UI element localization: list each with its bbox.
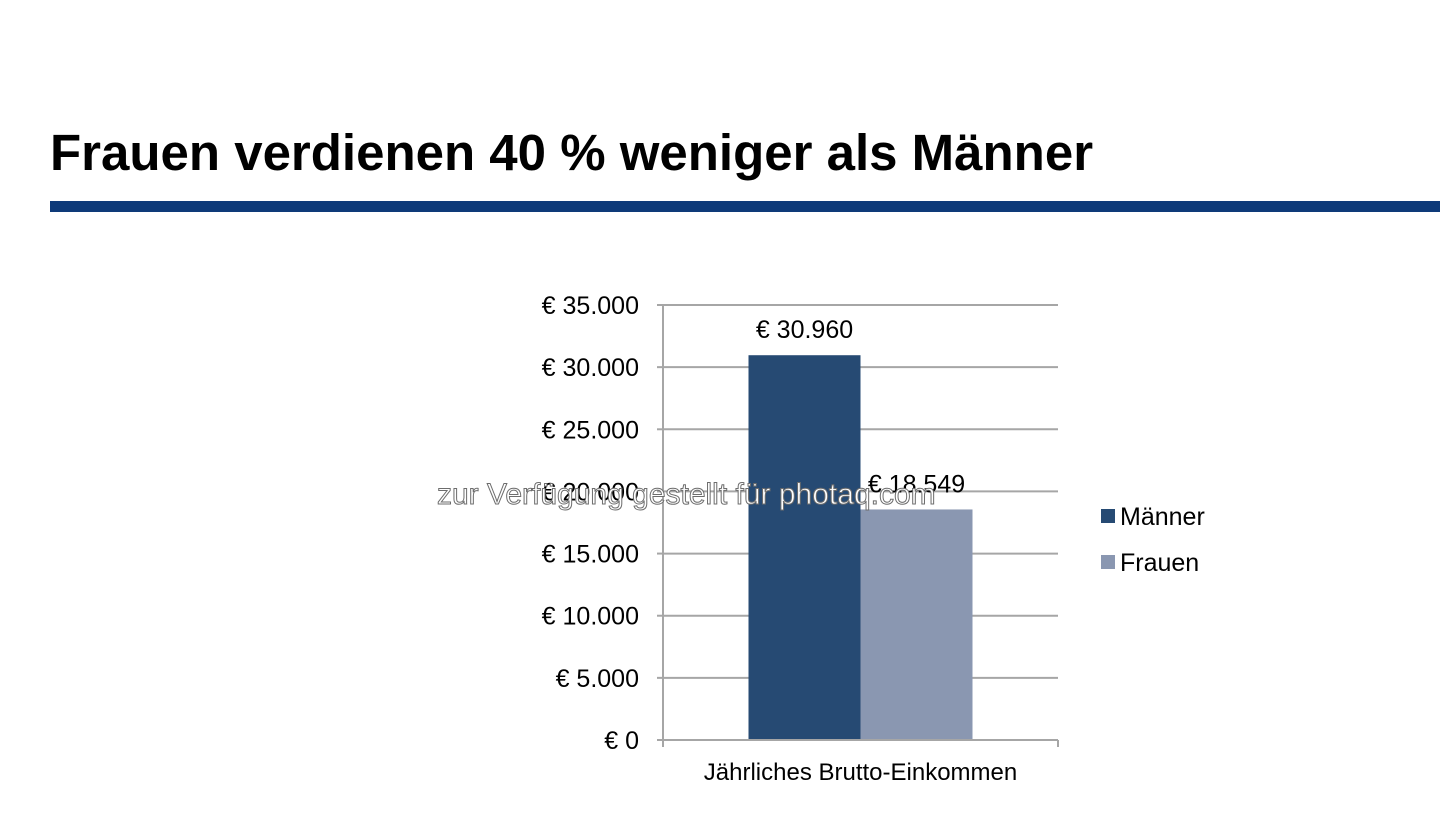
- y-tick-label: € 30.000: [542, 354, 639, 382]
- legend-swatch: [1101, 555, 1115, 569]
- title-divider: [50, 201, 1440, 212]
- data-label: € 30.960: [756, 316, 853, 344]
- y-axis-tick-labels: € 0 € 5.000 € 10.000 € 15.000 € 20.000 € 25.0…: [542, 292, 639, 755]
- bars: [748, 355, 973, 740]
- y-tick-label: € 5.000: [556, 665, 639, 693]
- y-tick-label: € 35.000: [542, 292, 639, 320]
- y-tick-label: € 15.000: [542, 541, 639, 569]
- y-tick-label: € 0: [604, 727, 639, 755]
- axes: [657, 304, 1059, 747]
- legend-label: Frauen: [1120, 549, 1199, 577]
- bar-maenner: [748, 355, 861, 740]
- legend-label: Männer: [1120, 503, 1205, 531]
- legend: Männer Frauen: [1101, 503, 1205, 577]
- data-label: € 18.549: [868, 470, 965, 498]
- watermark-text: zur Verfügung gestellt für photaq.com: [437, 478, 937, 512]
- legend-swatch: [1101, 509, 1115, 523]
- bar-frauen: [860, 509, 973, 740]
- y-tick-label: € 10.000: [542, 603, 639, 631]
- y-tick-label: € 25.000: [542, 416, 639, 444]
- x-category-label: Jährliches Brutto-Einkommen: [704, 759, 1017, 786]
- slide-title: Frauen verdienen 40 % weniger als Männer: [50, 124, 1094, 181]
- data-labels: € 30.960 € 18.549 Jährliches Brutto-Einkom…: [704, 316, 1017, 786]
- y-tick-label: € 20.000: [542, 478, 639, 506]
